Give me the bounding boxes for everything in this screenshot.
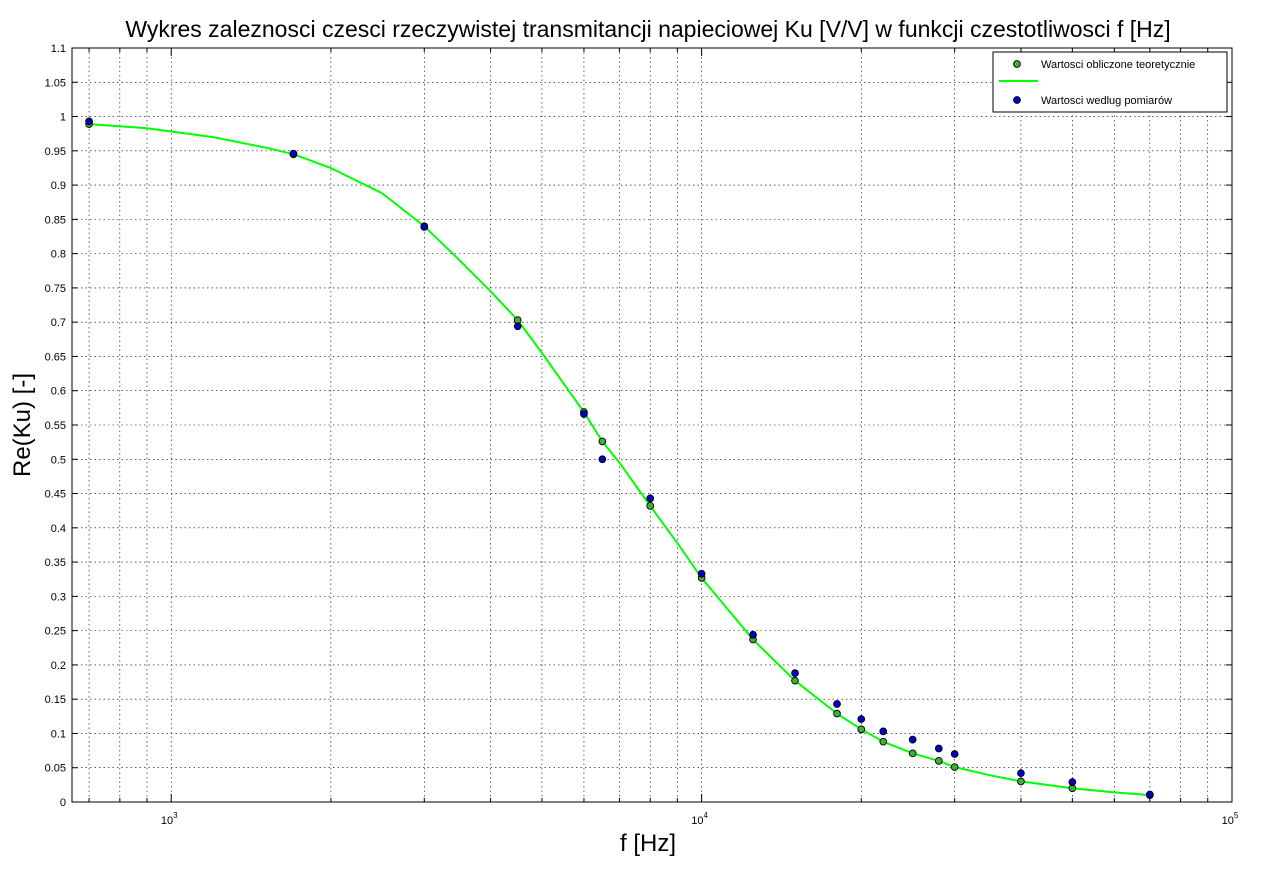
data-point-theory [646, 502, 655, 510]
chart-title: Wykres zaleznosci czesci rzeczywistej tr… [125, 16, 1170, 42]
data-point-theory [879, 737, 888, 746]
y-tick-label: 0.5 [51, 454, 66, 466]
y-tick-label: 0.9 [51, 180, 66, 192]
axes-layer: 0 0.05 0.1 0.15 0.2 0.25 0.3 0.35 0.4 0.45 0.5 0.55… [45, 43, 1239, 827]
data-point-measured [580, 410, 588, 418]
legend-label-theory: Wartosci obliczone teoretycznie [1041, 59, 1195, 71]
data-point-theory [833, 709, 841, 718]
y-tick-label: 0.8 [51, 249, 66, 261]
y-tick-label: 0.35 [45, 557, 66, 569]
data-point-measured [1017, 769, 1025, 778]
data-point-theory [598, 437, 607, 446]
y-axis-label: Re(Ku) [-] [9, 373, 36, 477]
data-point-measured [598, 455, 607, 464]
data-point-measured [908, 735, 917, 744]
data-point-theory [857, 725, 866, 734]
y-tick-label: 0.85 [45, 214, 66, 226]
data-point-measured [833, 700, 841, 708]
data-point-measured [289, 149, 298, 158]
data-point-measured [749, 630, 757, 639]
legend-marker-theory [1013, 60, 1021, 68]
legend-marker-measured [1013, 96, 1021, 104]
data-point-measured [513, 322, 522, 331]
data-point-measured [1145, 790, 1154, 799]
y-tick-label: 0.4 [51, 523, 66, 535]
y-tick-label: 0.75 [45, 283, 66, 295]
data-point-measured [934, 744, 943, 753]
data-point-measured [1068, 778, 1077, 786]
y-tick-label: 0.95 [45, 146, 66, 158]
x-tick-label: 103 [161, 811, 178, 827]
y-tick-label: 0.65 [45, 351, 66, 363]
data-point-measured [857, 715, 866, 723]
y-tick-label: 0.7 [51, 317, 66, 329]
y-tick-label: 0.2 [51, 660, 66, 672]
y-tick-label: 0.6 [51, 386, 66, 398]
data-point-theory [908, 749, 917, 758]
y-tick-label: 1.05 [45, 77, 66, 89]
y-tick-label: 1.1 [51, 43, 66, 55]
legend-label-measured: Wartosci wedlug pomiarów [1041, 95, 1172, 107]
data-point-measured [420, 223, 429, 231]
x-axis-label: f [Hz] [620, 830, 676, 857]
y-tick-label: 1 [60, 112, 66, 124]
data-point-theory [950, 763, 959, 771]
legend: Wartosci obliczone teoretycznie Wartosci… [992, 51, 1228, 113]
data-point-measured [646, 494, 655, 503]
y-tick-label: 0.45 [45, 489, 66, 501]
data-point-measured [950, 750, 959, 758]
y-tick-label: 0.15 [45, 694, 66, 706]
plot-frame [71, 47, 1233, 803]
x-tick-label: 104 [691, 811, 708, 827]
y-tick-label: 0 [60, 797, 66, 809]
y-tick-label: 0.25 [45, 626, 66, 638]
data-point-measured [879, 727, 888, 736]
data-point-measured [697, 569, 706, 578]
x-tick-label: 105 [1222, 811, 1239, 827]
data-layer [85, 117, 1154, 799]
y-tick-label: 0.55 [45, 420, 66, 432]
y-tick-label: 0.3 [51, 591, 66, 603]
data-point-theory [934, 757, 943, 765]
data-point-theory [791, 676, 799, 685]
data-point-theory [1017, 777, 1025, 786]
data-point-measured [85, 117, 93, 126]
y-tick-label: 0.1 [51, 728, 66, 740]
y-tick-label: 0.05 [45, 763, 66, 775]
data-point-measured [791, 669, 799, 677]
